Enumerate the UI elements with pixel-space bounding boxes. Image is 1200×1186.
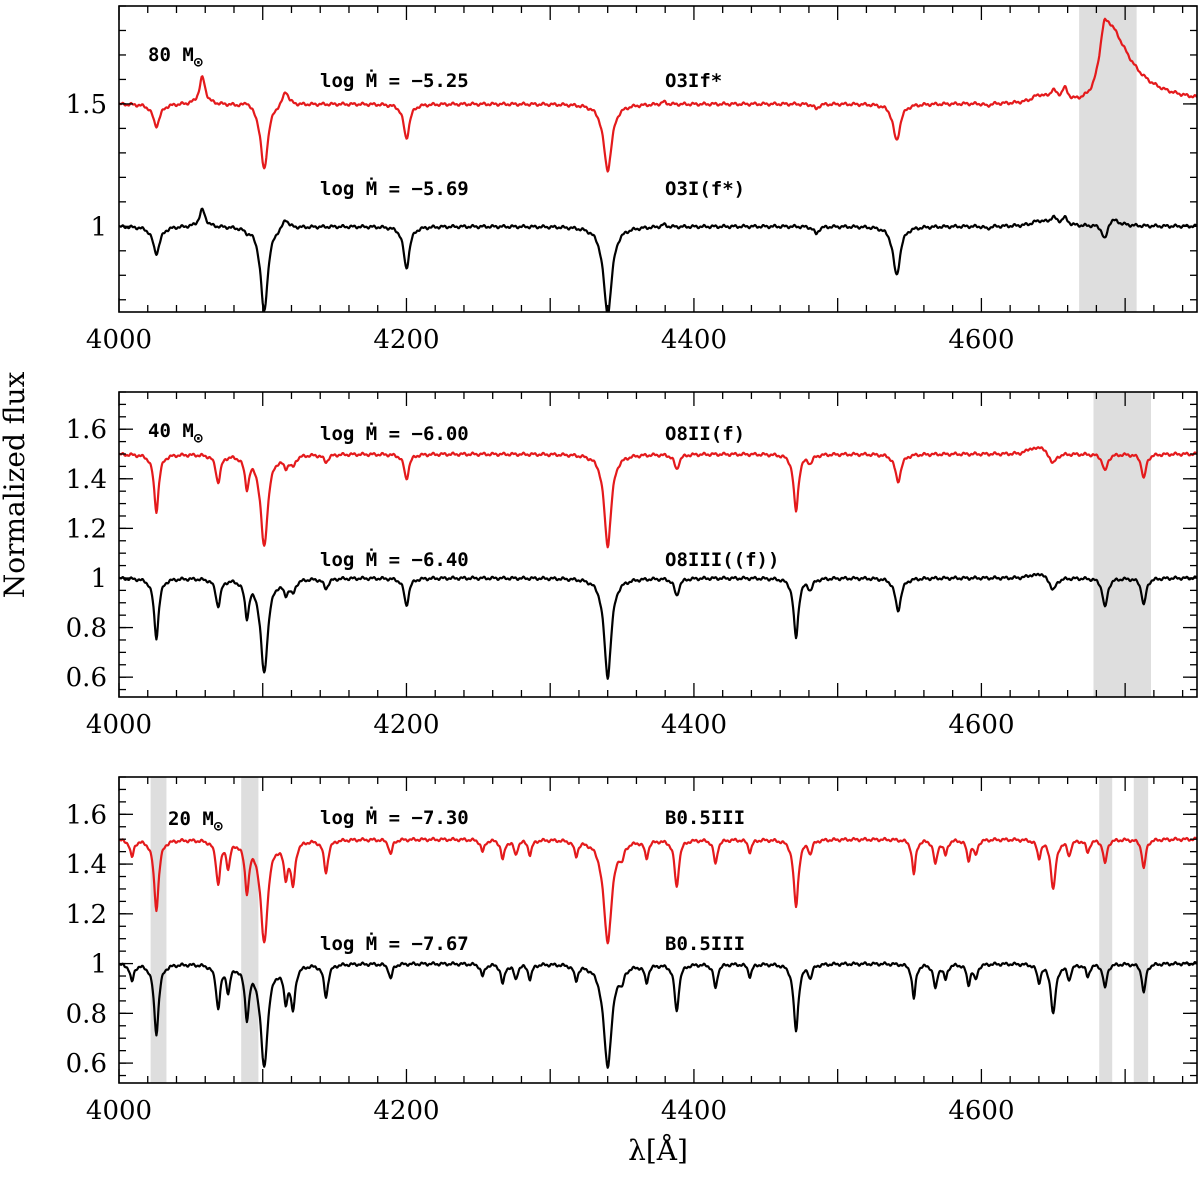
mass-label: 20 M⊙	[168, 808, 223, 835]
shaded-band-1	[1079, 6, 1137, 312]
x-tick-label: 4000	[86, 710, 152, 740]
black-spectrum-line	[119, 572, 1197, 680]
panel-1: 4000 4200 4400 4600 1 1.5 80 M⊙ log Ṁ = −5.25 O3…	[66, 5, 1198, 355]
y-tick-label: 1.6	[66, 415, 107, 445]
y-tick-label: 1.6	[66, 800, 107, 830]
x-tick-label: 4600	[948, 1096, 1014, 1126]
x-tick-label: 4400	[661, 1096, 727, 1126]
y-tick-label: 1	[90, 950, 107, 980]
y-tick-label: 1.2	[66, 514, 107, 544]
y-tick-label: 0.8	[66, 614, 107, 644]
y-tick-label: 0.6	[66, 663, 107, 693]
x-tick-label: 4400	[661, 325, 727, 355]
mass-label-text: 40 M	[148, 420, 194, 442]
spectral-type-label: B0.5III	[665, 807, 745, 829]
mass-loss-rate-label: log Ṁ = −5.25	[320, 68, 469, 92]
x-tick-label: 4200	[373, 325, 439, 355]
x-tick-label: 4400	[661, 710, 727, 740]
shaded-band-1	[150, 777, 167, 1083]
panel-content	[119, 6, 1197, 312]
black-spectrum-line	[119, 207, 1197, 312]
x-tick-label: 4000	[86, 1096, 152, 1126]
spectral-type-label: O3If*	[665, 70, 722, 92]
mass-loss-rate-label: log Ṁ = −7.30	[320, 805, 469, 829]
y-tick-label: 1	[90, 212, 107, 242]
y-tick-label: 0.8	[66, 999, 107, 1029]
black-spectrum-line	[119, 961, 1197, 1069]
spectral-type-label: O3I(f*)	[665, 178, 745, 200]
sun-symbol: ⊙	[194, 53, 203, 71]
y-tick-label: 1.2	[66, 900, 107, 930]
y-tick-label: 1	[90, 564, 107, 594]
spectral-type-label: O8III((f))	[665, 549, 779, 571]
red-spectrum-line	[119, 446, 1197, 549]
spectral-type-label: B0.5III	[665, 933, 745, 955]
panel-3: 4000 4200 4400 4600 0.6 0.8 1 1.2 1.4 1.6 20 M⊙ log…	[66, 776, 1198, 1167]
y-axis-label: Normalized flux	[0, 372, 31, 599]
plot-frame	[118, 391, 1198, 698]
shaded-band-3	[1099, 777, 1113, 1083]
mass-loss-rate-label: log Ṁ = −5.69	[320, 176, 469, 200]
x-tick-label: 4200	[373, 1096, 439, 1126]
plot-frame	[118, 5, 1198, 313]
spectral-type-label: O8II(f)	[665, 423, 745, 445]
sun-symbol: ⊙	[194, 429, 203, 447]
y-tick-label: 1.5	[66, 90, 107, 120]
shaded-band-4	[1133, 777, 1149, 1083]
y-tick-label: 1.4	[66, 850, 107, 880]
panel-content	[119, 777, 1197, 1083]
mass-label-text: 80 M	[148, 44, 194, 66]
plot-frame	[118, 776, 1198, 1084]
mass-label: 80 M⊙	[148, 44, 203, 71]
mass-loss-rate-label: log Ṁ = −6.00	[320, 421, 469, 445]
red-spectrum-line	[119, 836, 1197, 945]
shaded-band-2	[241, 777, 259, 1083]
shaded-band-1	[1093, 392, 1152, 697]
x-axis-label: λ[Å]	[628, 1134, 688, 1167]
mass-label-text: 20 M	[168, 808, 214, 830]
panel-content	[119, 392, 1197, 697]
x-tick-label: 4600	[948, 710, 1014, 740]
y-tick-label: 1.4	[66, 465, 107, 495]
mass-label: 40 M⊙	[148, 420, 203, 447]
panel-2: 4000 4200 4400 4600 0.6 0.8 1 1.2 1.4 1.6 40 M⊙ log…	[0, 372, 1198, 740]
x-tick-label: 4000	[86, 325, 152, 355]
x-tick-label: 4200	[373, 710, 439, 740]
mass-loss-rate-label: log Ṁ = −7.67	[320, 931, 469, 955]
red-spectrum-line	[119, 17, 1197, 173]
sun-symbol: ⊙	[214, 817, 223, 835]
x-tick-label: 4600	[948, 325, 1014, 355]
mass-loss-rate-label: log Ṁ = −6.40	[320, 547, 469, 571]
y-tick-label: 0.6	[66, 1049, 107, 1079]
